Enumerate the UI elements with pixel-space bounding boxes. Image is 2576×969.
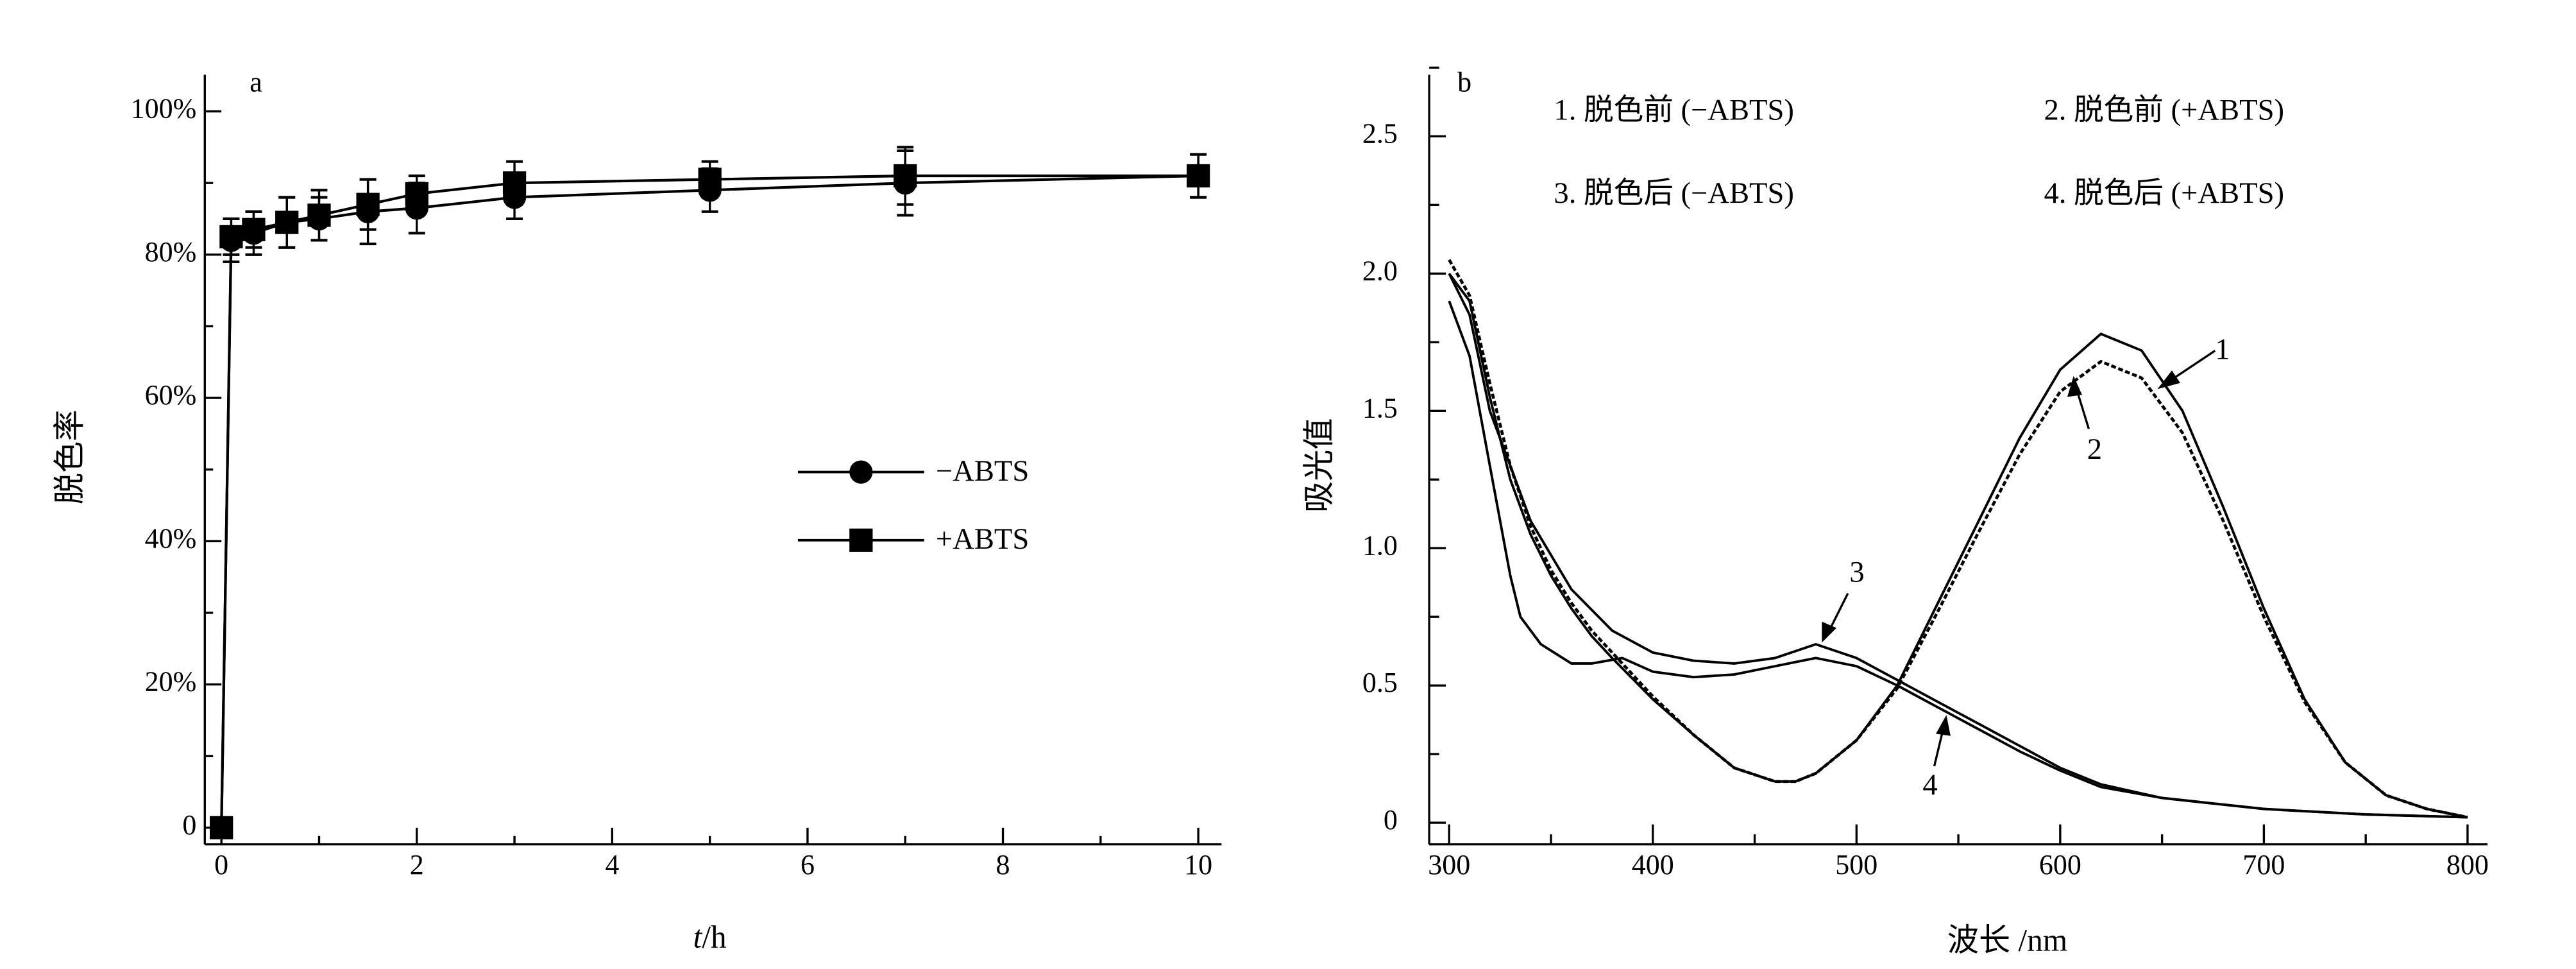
spectrum-curve-3 [1448,273,2468,819]
legend-square-marker [849,528,873,552]
x-tick-label: 10 [1184,849,1212,880]
data-point-square [356,193,380,216]
panel-b-xlabel: 波长 /nm [1947,923,2067,958]
x-tick-label: 4 [605,849,619,880]
y-tick-label: 40% [145,522,197,554]
data-point-square [502,171,527,195]
spectrum-curve-4 [1448,300,2468,819]
spectrum-curve-1 [1448,273,2468,819]
legend-a: −ABTS +ABTS [797,454,1029,556]
legend-circle-marker [849,460,873,484]
curve-annotations [1822,350,2216,767]
panel-b: b 吸光值 波长 /nm 1. 脱色前 (−ABTS) 2. 脱色前 (+ABT… [1301,66,2489,957]
y-tick-label: 2.0 [1362,255,1398,286]
panel-b-ylabel: 吸光值 [1301,418,1337,513]
y-tick-label: 0.5 [1362,667,1398,698]
panel-b-label: b [1457,66,1471,98]
data-point-square [1187,164,1210,188]
arrowhead-icon [2157,370,2180,390]
data-point-square [307,203,331,227]
data-point-square [405,182,428,206]
y-tick-label: 2.5 [1362,117,1398,149]
data-point-square [698,167,722,191]
y-tick-label: 20% [145,666,197,698]
y-tick-label: 1.5 [1362,392,1398,424]
y-tick-label: 0 [1384,804,1398,836]
arrowhead-icon [2067,375,2082,397]
x-tick-label: 400 [1632,849,1674,880]
x-tick-label: 800 [2446,849,2489,880]
x-tick-label: 300 [1428,849,1470,880]
x-tick-label: 0 [214,849,228,880]
data-point-square [210,816,233,839]
panel-a-xlabel: t/h [693,919,727,954]
x-tick-label: 8 [996,849,1010,880]
x-tick-label: 700 [2242,849,2285,880]
arrowhead-icon [1822,621,1837,643]
curve-label-3: 3 [1849,556,1864,589]
legend-label-plus-abts: +ABTS [936,522,1029,556]
curve-label-4: 4 [1922,768,1937,802]
legend-b-item-2: 2. 脱色前 (+ABTS) [2044,93,2284,126]
panel-a-ylabel: 脱色率 [52,409,87,504]
y-tick-label: 100% [131,93,197,124]
arrowhead-icon [1936,715,1951,736]
x-tick-label: 6 [801,849,815,880]
series-line-plus-abts [220,174,1199,828]
panel-a-label: a [250,66,262,98]
curve-label-1: 1 [2215,332,2230,366]
x-tick-label: 600 [2039,849,2081,880]
data-point-square [242,218,266,241]
legend-b-item-4: 4. 脱色后 (+ABTS) [2044,176,2284,210]
legend-label-minus-abts: −ABTS [936,454,1029,488]
panel-a: a 脱色率 t/h −ABTS +ABTS 0 20% 40% 60% 80% 100% 0… [52,66,1222,954]
data-point-square [894,164,917,188]
x-tick-label: 2 [410,849,424,880]
legend-b-item-3: 3. 脱色后 (−ABTS) [1554,176,1794,210]
data-point-square [275,210,299,234]
legend-b-item-1: 1. 脱色前 (−ABTS) [1554,93,1794,126]
curve-label-2: 2 [2087,433,2102,466]
series-line-minus-abts [220,174,1199,828]
data-point-square [219,225,243,249]
y-tick-label: 1.0 [1362,529,1398,561]
spectrum-curve-2 [1448,259,2468,819]
x-tick-label: 500 [1835,849,1877,880]
y-tick-label: 0 [182,809,196,841]
y-tick-label: 80% [145,236,197,268]
y-tick-label: 60% [145,379,197,411]
